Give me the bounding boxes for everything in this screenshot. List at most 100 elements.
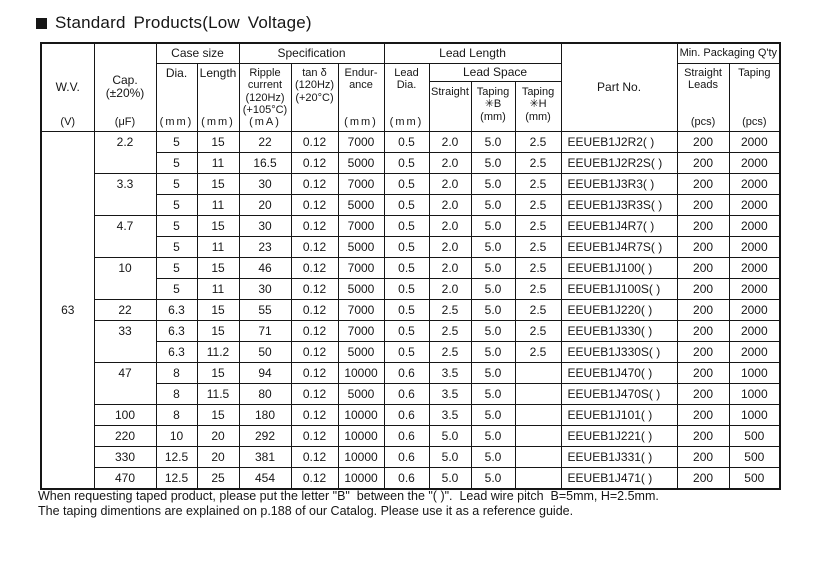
table-cell: 7000 xyxy=(337,214,385,237)
table-cell: 3.5 xyxy=(428,403,472,426)
table-cell: 20 xyxy=(238,193,292,216)
table-cell: 15 xyxy=(196,361,240,384)
table-cell: 5.0 xyxy=(470,151,516,174)
table-cell: 5.0 xyxy=(470,298,516,321)
table-cell: 2.5 xyxy=(514,340,562,363)
table-cell: 0.12 xyxy=(290,151,339,174)
table-cell: 5 xyxy=(155,235,198,258)
table-cell: 1000 xyxy=(728,361,781,384)
part-no-cell: EEUEB1J2R2S( ) xyxy=(560,151,678,174)
table-cell: 500 xyxy=(728,466,781,489)
header-straight: Straight xyxy=(428,80,472,132)
table-cell: 0.5 xyxy=(383,214,430,237)
table-body: 63 2.2 5 15 22 0.12 7000 0.5 2.0 5.0 2.5 EEUEB1J2R2… xyxy=(40,130,781,489)
table-row: 10 5 15 46 0.12 7000 0.5 2.0 5.0 2.5 EEUEB1J100( )… xyxy=(41,256,781,300)
table-cell: 11.2 xyxy=(196,340,240,363)
table-cell: 2.5 xyxy=(514,130,562,153)
table-cell: 2.0 xyxy=(428,172,472,195)
table-cell: 12.5 xyxy=(155,445,198,468)
table-row: 3.3 5 15 30 0.12 7000 0.5 2.0 5.0 2.5 EEUEB1J3R3( … xyxy=(41,172,781,216)
table-cell: 0.5 xyxy=(383,151,430,174)
table-cell xyxy=(514,382,562,405)
table-cell: 2.5 xyxy=(514,298,562,321)
table-cell: 0.6 xyxy=(383,361,430,384)
table-cell: 5.0 xyxy=(470,130,516,153)
part-no-cell: EEUEB1J4R7( ) xyxy=(560,214,678,237)
table-cell: 5 xyxy=(155,151,198,174)
footnote-line-2: The taping dimentions are explained on p… xyxy=(38,504,574,518)
table-cell: 0.12 xyxy=(290,130,339,153)
header-specification: Specification xyxy=(238,42,385,64)
table-cell: 11 xyxy=(196,151,240,174)
table-cell: 15 xyxy=(196,172,240,195)
part-no-cell: EEUEB1J101( ) xyxy=(560,403,678,426)
table-cell: 94 xyxy=(238,361,292,384)
table-cell: 5.0 xyxy=(470,235,516,258)
table-cell: 30 xyxy=(238,277,292,300)
cap-value-cell: 10 xyxy=(93,256,157,300)
table-cell: 5.0 xyxy=(470,193,516,216)
table-cell: 2000 xyxy=(728,193,781,216)
header-straight-leads: Straight Leads (pcs) xyxy=(676,62,730,132)
table-cell: 10000 xyxy=(337,424,385,447)
table-cell: 5000 xyxy=(337,382,385,405)
table-row: 8 11.5 80 0.12 5000 0.6 3.5 5.0 EEUEB1J470S( ) 20… xyxy=(41,382,781,405)
table-cell: 5.0 xyxy=(470,277,516,300)
table-cell: 5.0 xyxy=(470,403,516,426)
table-cell: 200 xyxy=(676,130,730,153)
table-cell: 55 xyxy=(238,298,292,321)
table-cell xyxy=(514,424,562,447)
table-cell: 500 xyxy=(728,424,781,447)
table-cell: 2.0 xyxy=(428,235,472,258)
table-cell: 0.12 xyxy=(290,403,339,426)
table-cell xyxy=(514,466,562,489)
table-cell: 10000 xyxy=(337,403,385,426)
table-row: 33 6.3 15 71 0.12 7000 0.5 2.5 5.0 2.5 EEUEB1J330(… xyxy=(41,319,781,363)
cap-value-cell: 33 xyxy=(93,319,157,363)
table-cell: 1000 xyxy=(728,382,781,405)
table-row: 220 10 20 292 0.12 10000 0.6 5.0 5.0 EEUEB1J221( … xyxy=(41,424,781,447)
table-cell: 5.0 xyxy=(470,172,516,195)
part-no-cell: EEUEB1J471( ) xyxy=(560,466,678,489)
table-cell: 0.6 xyxy=(383,382,430,405)
table-cell: 10000 xyxy=(337,361,385,384)
table-cell: 200 xyxy=(676,214,730,237)
table-cell: 2.5 xyxy=(514,319,562,342)
table-cell: 11 xyxy=(196,277,240,300)
table-cell: 0.6 xyxy=(383,424,430,447)
table-cell: 23 xyxy=(238,235,292,258)
table-row: 22 6.3 15 55 0.12 7000 0.5 2.5 5.0 2.5 EEUEB1J220(… xyxy=(41,298,781,321)
table-cell: 0.12 xyxy=(290,256,339,279)
header-dia: Dia. (mm) xyxy=(155,62,198,132)
table-cell: 7000 xyxy=(337,319,385,342)
table-cell: 15 xyxy=(196,319,240,342)
table-cell xyxy=(514,445,562,468)
bullet-square-icon xyxy=(36,17,47,29)
table-cell: 0.12 xyxy=(290,193,339,216)
table-cell: 15 xyxy=(196,214,240,237)
table-cell: 30 xyxy=(238,172,292,195)
table-header: W.V. (V) Cap. (±20%) (μF) Case size Spec… xyxy=(40,42,781,132)
table-cell: 5000 xyxy=(337,193,385,216)
table-cell: 2000 xyxy=(728,277,781,300)
table-cell: 25 xyxy=(196,466,240,489)
table-cell: 7000 xyxy=(337,172,385,195)
table-cell: 8 xyxy=(155,382,198,405)
table-cell: 0.12 xyxy=(290,424,339,447)
table-cell: 5.0 xyxy=(470,445,516,468)
table-cell: 3.5 xyxy=(428,382,472,405)
table-cell: 2.5 xyxy=(514,235,562,258)
table-cell: 5.0 xyxy=(428,424,472,447)
table-cell: 5.0 xyxy=(470,466,516,489)
table-cell: 15 xyxy=(196,256,240,279)
table-cell: 2000 xyxy=(728,214,781,237)
part-no-cell: EEUEB1J2R2( ) xyxy=(560,130,678,153)
footnote: When requesting taped product, please pu… xyxy=(38,489,788,519)
table-cell: 3.5 xyxy=(428,361,472,384)
table-cell: 0.12 xyxy=(290,214,339,237)
table-cell: 200 xyxy=(676,424,730,447)
table-cell: 2.5 xyxy=(514,172,562,195)
footnote-line-1: When requesting taped product, please pu… xyxy=(38,489,659,503)
table-cell: 0.12 xyxy=(290,361,339,384)
